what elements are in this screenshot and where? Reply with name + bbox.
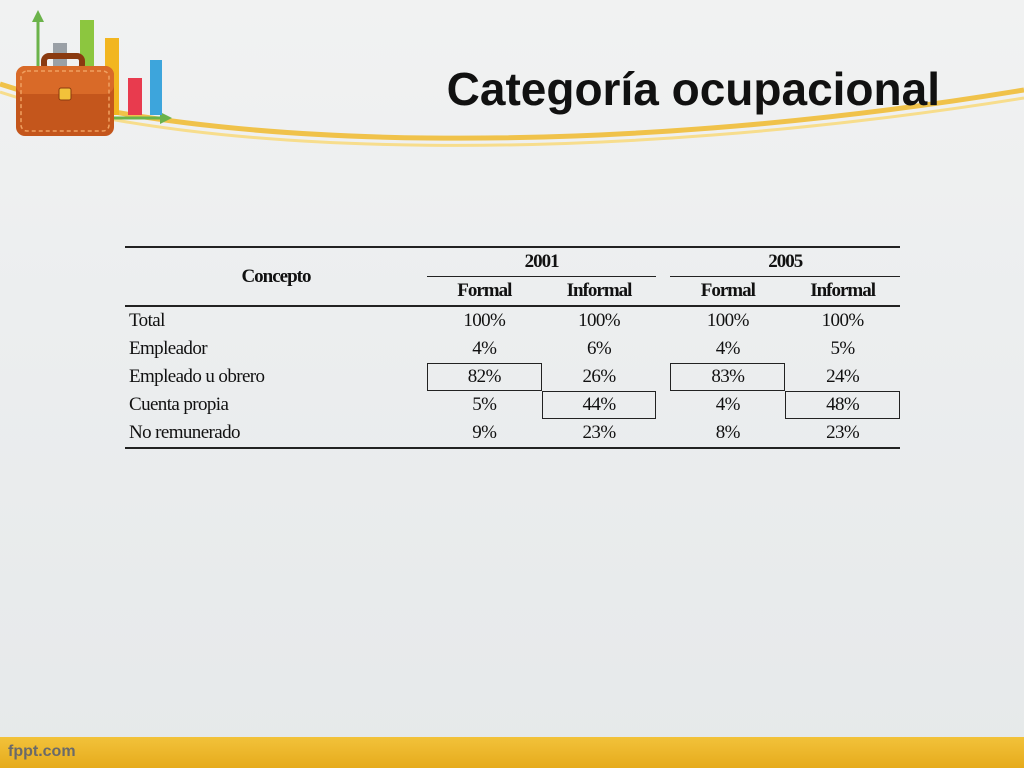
year-header-2001: 2001 [426, 246, 657, 277]
subheader-formal-2001: Formal [426, 277, 542, 307]
table-cell: 100% [706, 310, 750, 331]
table-cell: 4% [715, 394, 741, 415]
briefcase-with-bar-chart-icon [16, 10, 172, 136]
footer-bar [0, 737, 1024, 768]
table-row: Cuenta propia 5% 44% 4% 48% [125, 391, 900, 419]
row-label: Empleado u obrero [129, 366, 265, 387]
row-label: Total [129, 310, 165, 331]
table-cell: 24% [826, 366, 860, 387]
table-row: Empleador 4% 6% 4% 5% [125, 335, 900, 363]
subheader-informal-2005: Informal [785, 277, 900, 307]
row-label: Cuenta propia [129, 394, 229, 415]
year-header-2005: 2005 [670, 246, 900, 277]
table-cell: 6% [586, 338, 612, 359]
table-cell: 5% [830, 338, 856, 359]
table-cell: 100% [463, 310, 506, 331]
subheader-informal-2001: Informal [541, 277, 657, 307]
table-header-row: Concepto 2001 2005 [125, 246, 900, 307]
highlighted-cell: 83% [670, 363, 786, 391]
table-cell: 9% [426, 419, 542, 449]
table-cell: 23% [785, 419, 900, 449]
subheader-spacer [656, 277, 671, 307]
table-cell: 5% [472, 394, 497, 415]
table-row: No remunerado 9% 23% 8% 23% [125, 419, 900, 449]
table-cell: 4% [715, 338, 741, 359]
highlighted-cell: 44% [541, 391, 657, 419]
highlighted-cell: 82% [426, 363, 542, 391]
table-cell: 23% [541, 419, 657, 449]
slide-title: Categoría ocupacional [446, 63, 940, 115]
table-cell: 100% [821, 310, 865, 331]
footer-brand: fppt.com [8, 743, 76, 760]
table-cell: 8% [670, 419, 786, 449]
table-subheader-row: Formal Informal Formal Informal [125, 277, 900, 307]
table-cell: 26% [582, 366, 617, 387]
table-row: Total 100% 100% 100% 100% [125, 307, 900, 335]
subheader-formal-2005: Formal [670, 277, 786, 307]
data-table: Concepto 2001 2005 Formal Informal Forma… [125, 246, 900, 449]
header-spacer [656, 246, 671, 277]
table-cell: 100% [578, 310, 621, 331]
table-cell: 4% [472, 338, 497, 359]
row-label: No remunerado [125, 419, 427, 449]
highlighted-cell: 48% [785, 391, 900, 419]
concept-header: Concepto [125, 246, 427, 307]
occupational-category-table: Concepto 2001 2005 Formal Informal Forma… [125, 246, 900, 449]
table-row: Empleado u obrero 82% 26% 83% 24% [125, 363, 900, 391]
row-label: Empleador [129, 338, 208, 359]
